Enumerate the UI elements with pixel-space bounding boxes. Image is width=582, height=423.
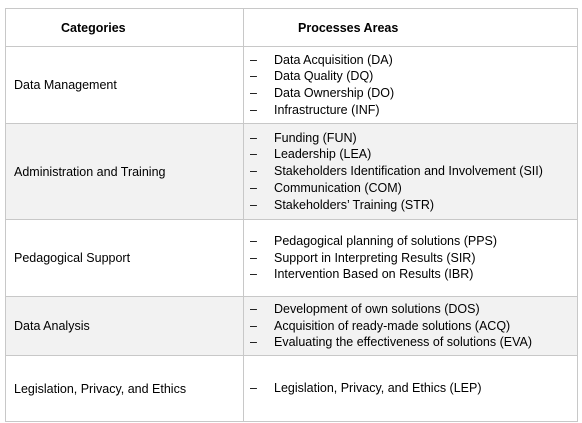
category-cell: Data Analysis <box>5 296 244 356</box>
process-areas-table: Categories Processes Areas Data Manageme… <box>5 8 578 422</box>
process-item: – Data Ownership (DO) <box>250 85 577 102</box>
processes-header: Processes Areas <box>243 8 578 47</box>
process-list: – Development of own solutions (DOS) – Acq… <box>244 301 577 351</box>
process-item: – Data Quality (DQ) <box>250 68 577 85</box>
process-item: – Evaluating the effectiveness of solutio… <box>250 334 577 351</box>
process-item: – Data Acquisition (DA) <box>250 52 577 69</box>
dash-bullet: – <box>250 335 257 350</box>
process-label: Communication (COM) <box>274 180 402 195</box>
process-item: – Intervention Based on Results (IBR) <box>250 266 577 283</box>
processes-cell: – Legislation, Privacy, and Ethics (LEP) <box>243 355 578 422</box>
process-label: Data Quality (DQ) <box>274 69 374 84</box>
processes-cell: – Pedagogical planning of solutions (PPS)… <box>243 219 578 297</box>
dash-bullet: – <box>250 197 257 212</box>
process-label: Stakeholders’ Training (STR) <box>274 197 435 212</box>
process-label: Support in Interpreting Results (SIR) <box>274 250 476 265</box>
table-row: Administration and Training – Funding (FU… <box>5 123 578 220</box>
process-item: – Communication (COM) <box>250 180 577 197</box>
dash-bullet: – <box>250 301 257 316</box>
process-label: Leadership (LEA) <box>274 147 372 162</box>
table-row: Pedagogical Support – Pedagogical plannin… <box>5 219 578 297</box>
process-item: – Support in Interpreting Results (SIR) <box>250 250 577 267</box>
process-item: – Development of own solutions (DOS) <box>250 301 577 318</box>
process-item: – Legislation, Privacy, and Ethics (LEP) <box>250 380 577 397</box>
processes-cell: – Development of own solutions (DOS) – Acq… <box>243 296 578 356</box>
dash-bullet: – <box>250 130 257 145</box>
process-item: – Infrastructure (INF) <box>250 102 577 119</box>
dash-bullet: – <box>250 381 257 396</box>
process-label: Data Ownership (DO) <box>274 86 395 100</box>
dash-bullet: – <box>250 69 257 84</box>
process-item: – Stakeholders Identification and Involve… <box>250 163 577 180</box>
dash-bullet: – <box>250 250 257 265</box>
category-cell: Data Management <box>5 46 244 124</box>
process-label: Legislation, Privacy, and Ethics (LEP) <box>274 381 482 396</box>
process-label: Funding (FUN) <box>274 130 357 145</box>
process-label: Stakeholders Identification and Involvem… <box>274 164 543 179</box>
table-row: Data Analysis – Development of own soluti… <box>5 296 578 356</box>
process-item: – Pedagogical planning of solutions (PPS) <box>250 233 577 250</box>
process-list: – Pedagogical planning of solutions (PPS)… <box>244 233 577 283</box>
dash-bullet: – <box>250 267 257 282</box>
dash-bullet: – <box>250 86 257 100</box>
dash-bullet: – <box>250 102 257 117</box>
dash-bullet: – <box>250 147 257 162</box>
process-item: – Funding (FUN) <box>250 130 577 147</box>
category-cell: Pedagogical Support <box>5 219 244 297</box>
dash-bullet: – <box>250 164 257 179</box>
process-list: – Funding (FUN) – Leadership (LEA) – Stakeh… <box>244 130 577 213</box>
process-item: – Leadership (LEA) <box>250 146 577 163</box>
categories-header: Categories <box>5 8 244 47</box>
process-item: – Acquisition of ready-made solutions (AC… <box>250 318 577 335</box>
process-list: – Data Acquisition (DA) – Data Quality (DQ… <box>244 52 577 119</box>
processes-cell: – Data Acquisition (DA) – Data Quality (DQ… <box>243 46 578 124</box>
header-row: Categories Processes Areas <box>5 8 578 47</box>
process-label: Acquisition of ready-made solutions (ACQ… <box>274 318 511 333</box>
dash-bullet: – <box>250 233 257 248</box>
dash-bullet: – <box>250 52 257 67</box>
process-label: Development of own solutions (DOS) <box>274 301 480 316</box>
dash-bullet: – <box>250 318 257 333</box>
process-label: Infrastructure (INF) <box>274 102 380 117</box>
process-label: Data Acquisition (DA) <box>274 52 393 67</box>
process-label: Pedagogical planning of solutions (PPS) <box>274 233 498 248</box>
process-item: – Stakeholders’ Training (STR) <box>250 197 577 214</box>
category-cell: Legislation, Privacy, and Ethics <box>5 355 244 422</box>
process-label: Intervention Based on Results (IBR) <box>274 267 474 282</box>
table-row: Data Management – Data Acquisition (DA) –… <box>5 46 578 124</box>
process-list: – Legislation, Privacy, and Ethics (LEP) <box>244 380 577 397</box>
dash-bullet: – <box>250 180 257 195</box>
processes-cell: – Funding (FUN) – Leadership (LEA) – Stakeh… <box>243 123 578 220</box>
process-label: Evaluating the effectiveness of solution… <box>274 335 533 350</box>
category-cell: Administration and Training <box>5 123 244 220</box>
table-row: Legislation, Privacy, and Ethics – Legisl… <box>5 355 578 422</box>
